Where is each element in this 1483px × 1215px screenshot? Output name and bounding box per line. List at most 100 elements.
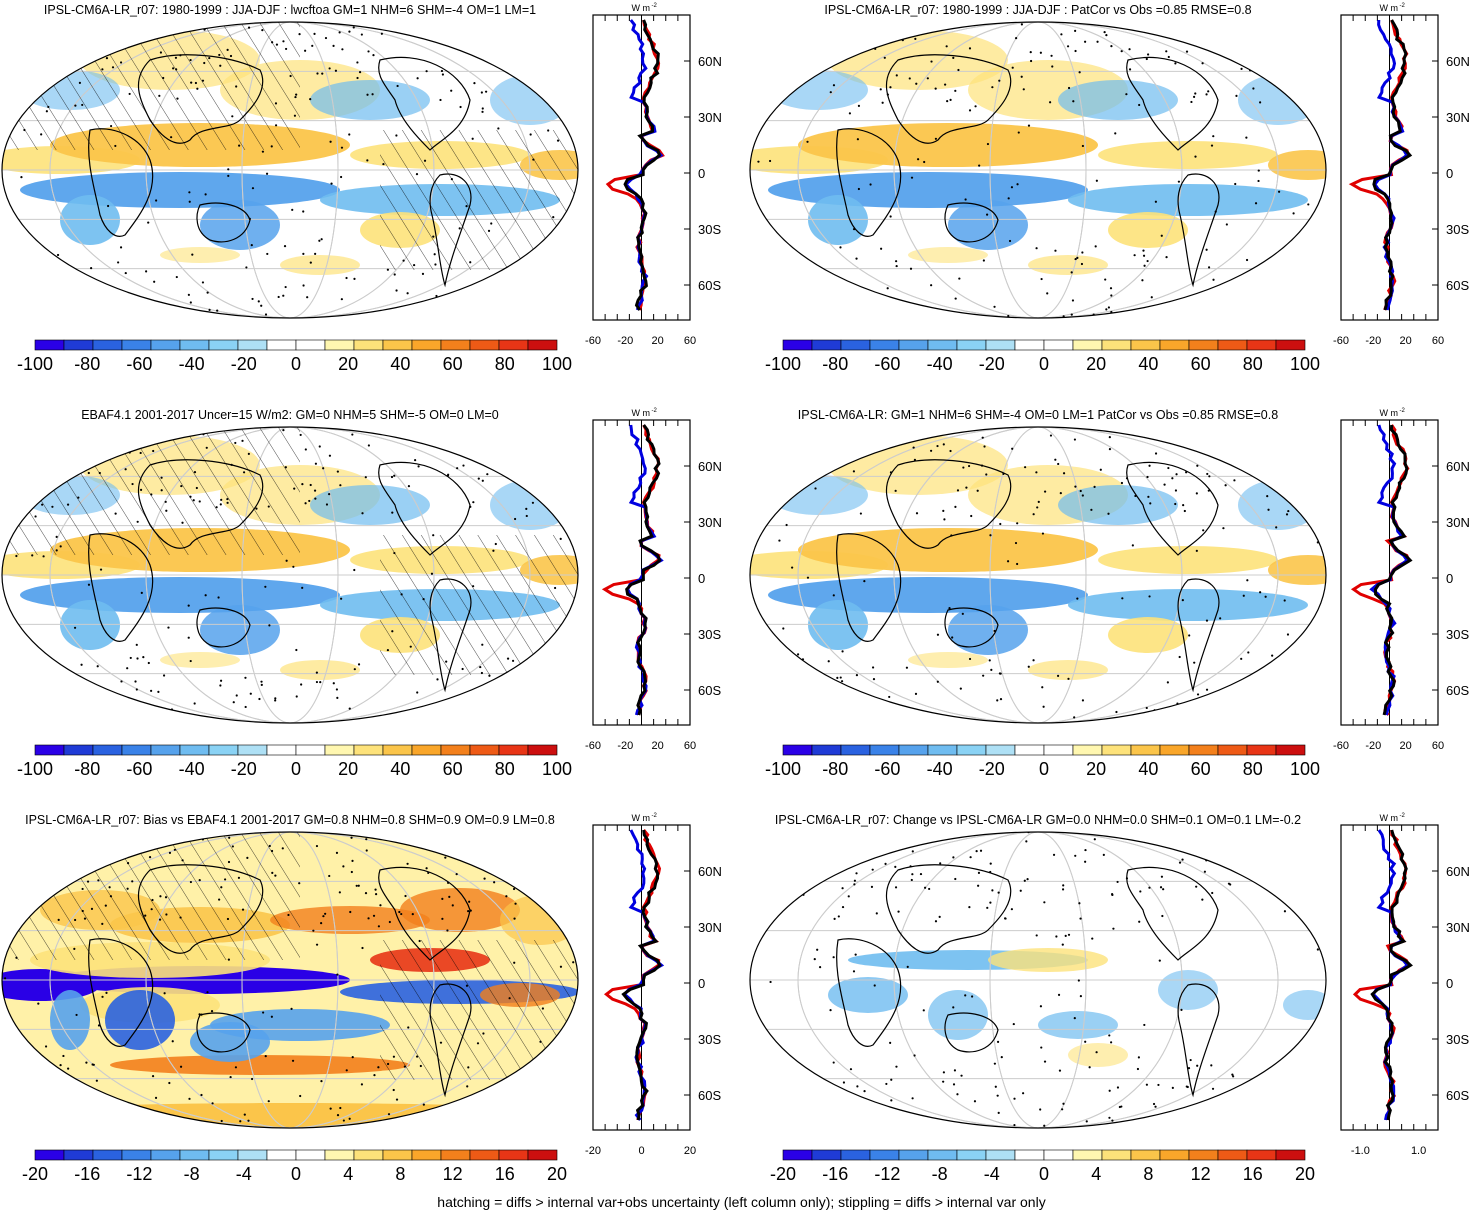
zonal-mean-line — [1348, 19, 1411, 311]
zonal-x-tick-label: 1.0 — [1411, 1145, 1426, 1157]
colorbar-tick-label: -8 — [932, 1164, 948, 1184]
map-field — [2, 427, 578, 723]
latitude-tick-label: 60N — [698, 864, 722, 879]
colorbar-swatch — [1101, 744, 1132, 756]
colorbar-tick-label: -100 — [765, 759, 801, 779]
latitude-tick-label: 30N — [1446, 515, 1470, 530]
zonal-x-tick-label: -60 — [585, 740, 601, 752]
colorbar-tick-label: 60 — [443, 759, 463, 779]
colorbar-swatch — [295, 339, 326, 351]
colorbar-swatch — [1217, 1149, 1248, 1161]
zonal-units: W m — [1380, 3, 1399, 13]
colorbar-tick-label: -80 — [822, 759, 848, 779]
zonal-mean-plot: W m -2 60N 30N 0 30S 60S -60 -20 20 60 — [1333, 3, 1470, 347]
colorbar-swatch — [150, 1149, 181, 1161]
panel-1: IPSL-CM6A-LR_r07: 1980-1999 : JJA-DJF : … — [0, 0, 741, 405]
colorbar-swatch — [1159, 744, 1190, 756]
colorbar-swatch — [1159, 339, 1190, 351]
colorbar-tick-label: -40 — [179, 354, 205, 374]
zonal-x-tick-label: 60 — [684, 335, 696, 347]
zonal-mean-plot: W m -2 60N 30N 0 30S 60S -20 0 20 — [585, 813, 722, 1157]
colorbar-swatch — [1043, 1149, 1074, 1161]
colorbar-tick-label: 8 — [1143, 1164, 1153, 1184]
colorbar-swatch — [1275, 339, 1306, 351]
map-outline — [1, 831, 579, 1129]
colorbar-swatch — [237, 1149, 268, 1161]
colorbar-tick-label: 0 — [1039, 354, 1049, 374]
colorbar-swatch — [266, 339, 297, 351]
colorbar-swatch — [898, 744, 929, 756]
colorbar-swatch — [440, 1149, 471, 1161]
colorbar-swatch — [324, 339, 355, 351]
latitude-tick-label: 60S — [698, 683, 721, 698]
panel-3: EBAF4.1 2001-2017 Uncer=15 W/m2: GM=0 NH… — [0, 405, 741, 810]
zonal-x-tick-label: 0 — [638, 1145, 644, 1157]
colorbar-swatch — [266, 744, 297, 756]
colorbar-swatch — [150, 744, 181, 756]
colorbar-swatch — [869, 339, 900, 351]
colorbar-tick-label: -100 — [17, 354, 53, 374]
latitude-tick-label: 60S — [1446, 278, 1469, 293]
colorbar-swatch — [1101, 1149, 1132, 1161]
colorbar-tick-label: -20 — [22, 1164, 48, 1184]
colorbar-swatch — [811, 1149, 842, 1161]
latitude-tick-label: 60N — [1446, 459, 1470, 474]
colorbar-swatch — [927, 744, 958, 756]
zonal-units-exponent: -2 — [652, 408, 658, 414]
colorbar-swatch — [1101, 339, 1132, 351]
colorbar-swatch — [353, 1149, 384, 1161]
colorbar-swatch — [498, 339, 529, 351]
colorbar-tick-label: 60 — [1191, 354, 1211, 374]
zonal-units-exponent: -2 — [652, 3, 658, 9]
colorbar-tick-label: -80 — [822, 354, 848, 374]
zonal-units-exponent: -2 — [1400, 3, 1406, 9]
zonal-mean-plot: W m -2 60N 30N 0 30S 60S -60 -20 20 60 — [585, 408, 722, 752]
zonal-x-tick-label: -20 — [617, 335, 633, 347]
panel-figure: IPSL-CM6A-LR_r07: 1980-1999 : JJA-DJF : … — [749, 3, 1470, 374]
colorbar-swatch — [840, 339, 871, 351]
colorbar-tick-label: 16 — [1243, 1164, 1263, 1184]
colorbar-swatch — [1043, 339, 1074, 351]
zonal-units-exponent: -2 — [652, 813, 658, 819]
panel-6: IPSL-CM6A-LR_r07: Change vs IPSL-CM6A-LR… — [748, 810, 1483, 1215]
zonal-x-tick-label: 60 — [1432, 740, 1444, 752]
colorbar-tick-label: 0 — [1039, 1164, 1049, 1184]
zonal-mean-line — [1371, 829, 1410, 1121]
latitude-tick-label: 30N — [1446, 920, 1470, 935]
colorbar-tick-label: -20 — [979, 759, 1005, 779]
colorbar-swatch — [469, 1149, 500, 1161]
zonal-units: W m — [1380, 813, 1399, 823]
colorbar-tick-label: -16 — [74, 1164, 100, 1184]
zonal-units-exponent: -2 — [1400, 408, 1406, 414]
latitude-tick-label: 60N — [1446, 864, 1470, 879]
panel-figure: IPSL-CM6A-LR_r07: 1980-1999 : JJA-DJF : … — [1, 3, 722, 374]
zonal-mean-line — [1350, 424, 1411, 716]
panel-title: IPSL-CM6A-LR_r07: 1980-1999 : JJA-DJF : … — [824, 3, 1251, 17]
colorbar-swatch — [1130, 339, 1161, 351]
colorbar-swatch — [985, 744, 1016, 756]
colorbar-tick-label: -4 — [236, 1164, 252, 1184]
colorbar: -100 -80 -60 -40 -20 0 20 40 60 80 100 — [17, 339, 572, 374]
latitude-tick-label: 60S — [1446, 683, 1469, 698]
colorbar-swatch — [208, 744, 239, 756]
panel-5: IPSL-CM6A-LR_r07: Bias vs EBAF4.1 2001-2… — [0, 810, 741, 1215]
colorbar-swatch — [411, 339, 442, 351]
latitude-tick-label: 60S — [698, 278, 721, 293]
zonal-mean-line — [625, 424, 662, 716]
latitude-tick-label: 60N — [698, 459, 722, 474]
colorbar-swatch — [92, 1149, 123, 1161]
colorbar-tick-label: 4 — [343, 1164, 353, 1184]
zonal-x-tick-label: 60 — [684, 740, 696, 752]
colorbar-swatch — [34, 339, 65, 351]
colorbar-swatch — [956, 744, 987, 756]
zonal-units: W m — [1380, 408, 1399, 418]
colorbar-tick-label: 8 — [395, 1164, 405, 1184]
latitude-tick-label: 30S — [1446, 1032, 1469, 1047]
colorbar-swatch — [527, 744, 558, 756]
map-outline — [749, 831, 1327, 1129]
colorbar-swatch — [527, 1149, 558, 1161]
colorbar-swatch — [1246, 339, 1277, 351]
colorbar-tick-label: -60 — [874, 354, 900, 374]
colorbar-swatch — [34, 744, 65, 756]
colorbar-swatch — [840, 744, 871, 756]
